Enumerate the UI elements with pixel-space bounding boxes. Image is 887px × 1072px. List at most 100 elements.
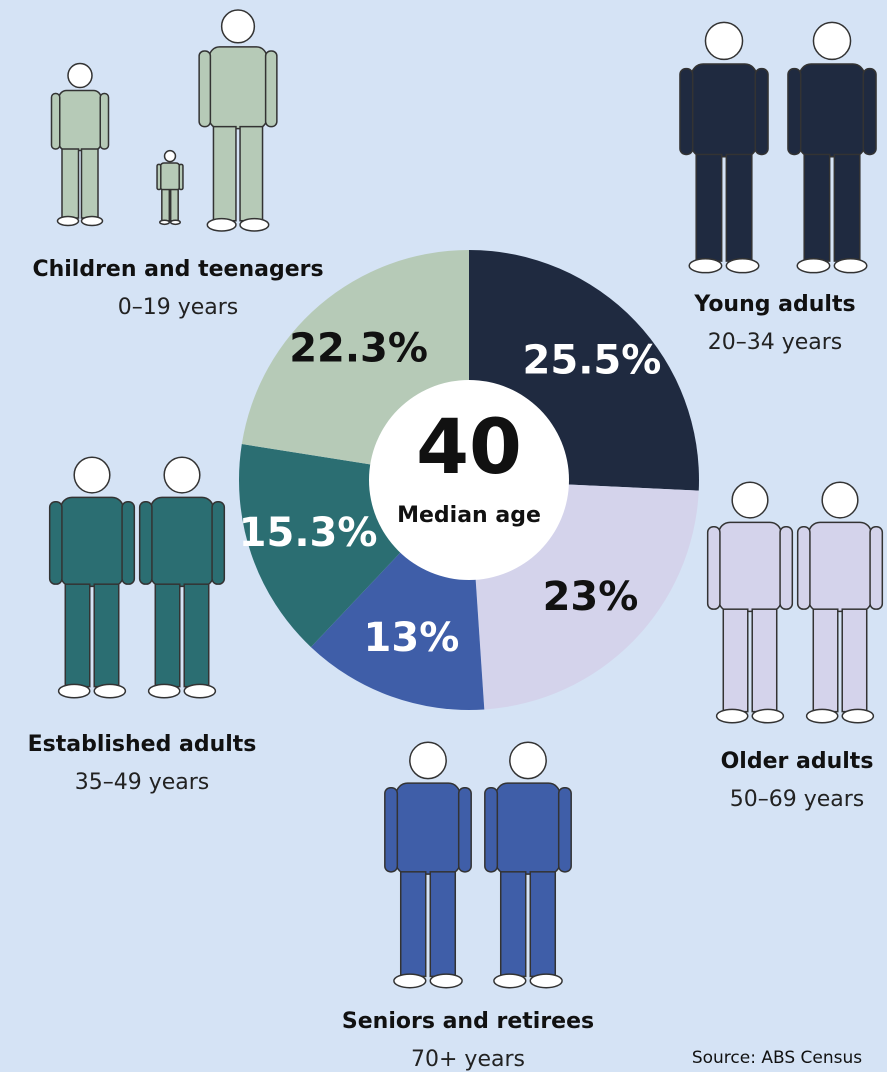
shoe — [58, 217, 79, 226]
torso — [209, 47, 266, 129]
shoe — [82, 217, 103, 226]
arm — [50, 502, 62, 584]
torso — [800, 64, 865, 157]
leg — [184, 584, 209, 686]
head — [165, 151, 176, 162]
arm — [755, 69, 768, 155]
median-value: 40 — [416, 402, 522, 491]
shoe — [834, 259, 866, 273]
torso — [396, 783, 460, 874]
slice-label: 25.5% — [523, 338, 662, 384]
slice-label: 22.3% — [289, 326, 428, 372]
shoe — [717, 709, 748, 722]
group-range: 35–49 years — [75, 770, 210, 795]
leg — [842, 609, 867, 711]
shoe — [797, 259, 829, 273]
arm — [140, 502, 152, 584]
leg — [162, 190, 170, 221]
arm — [870, 527, 882, 609]
source: Source: ABS Census — [692, 1048, 862, 1068]
arm — [385, 788, 398, 872]
arm — [788, 69, 801, 155]
head — [68, 64, 92, 88]
leg — [813, 609, 838, 711]
shoe — [689, 259, 721, 273]
torso — [59, 91, 101, 151]
arm — [459, 788, 472, 872]
arm — [199, 51, 210, 127]
shoe — [94, 684, 125, 697]
arm — [680, 69, 693, 155]
shoe — [171, 220, 181, 224]
leg — [726, 154, 752, 261]
slice-label: 15.3% — [239, 510, 378, 556]
leg — [501, 872, 526, 977]
group-name: Young adults — [693, 292, 855, 317]
arm — [100, 94, 108, 150]
arm — [179, 164, 183, 189]
group-range: 20–34 years — [708, 330, 843, 355]
shoe — [842, 709, 873, 722]
head — [813, 22, 850, 59]
shoe — [807, 709, 838, 722]
group-range: 70+ years — [411, 1047, 525, 1072]
leg — [65, 584, 90, 686]
slice-label: 13% — [364, 615, 460, 661]
leg — [834, 154, 860, 261]
group-name: Established adults — [28, 732, 257, 757]
shoe — [59, 684, 90, 697]
head — [410, 742, 446, 778]
head — [732, 482, 768, 518]
torso — [719, 522, 781, 611]
head — [510, 742, 546, 778]
shoe — [726, 259, 758, 273]
shoe — [184, 684, 215, 697]
torso — [692, 64, 757, 157]
torso — [809, 522, 871, 611]
head — [222, 10, 255, 43]
slice-label: 23% — [543, 574, 639, 620]
arm — [780, 527, 792, 609]
shoe — [240, 219, 269, 231]
torso — [160, 163, 179, 190]
leg — [804, 154, 830, 261]
leg — [155, 584, 180, 686]
median-label: Median age — [397, 503, 541, 528]
leg — [94, 584, 119, 686]
shoe — [430, 974, 462, 988]
torso — [151, 497, 213, 586]
head — [822, 482, 858, 518]
leg — [62, 149, 79, 218]
shoe — [494, 974, 526, 988]
arm — [485, 788, 498, 872]
shoe — [149, 684, 180, 697]
shoe — [207, 219, 236, 231]
torso — [61, 497, 123, 586]
shoe — [160, 220, 170, 224]
head — [164, 457, 200, 493]
leg — [696, 154, 722, 261]
arm — [798, 527, 810, 609]
leg — [530, 872, 555, 977]
group-range: 50–69 years — [730, 787, 865, 812]
shoe — [394, 974, 426, 988]
arm — [708, 527, 720, 609]
group-name: Seniors and retirees — [342, 1009, 594, 1034]
arm — [863, 69, 876, 155]
leg — [401, 872, 426, 977]
shoe — [530, 974, 562, 988]
leg — [213, 127, 236, 221]
torso — [496, 783, 560, 874]
leg — [240, 127, 263, 221]
leg — [430, 872, 455, 977]
arm — [122, 502, 134, 584]
shoe — [752, 709, 783, 722]
arm — [52, 94, 60, 150]
pie-chart: 25.5% 23% 13% 15.3% 22.3% 40 Median age — [239, 250, 699, 710]
infographic: 25.5% 23% 13% 15.3% 22.3% 40 Median age Source… — [0, 0, 887, 1072]
head — [74, 457, 110, 493]
group-name: Older adults — [721, 749, 874, 774]
arm — [157, 164, 161, 189]
arm — [559, 788, 572, 872]
leg — [82, 149, 99, 218]
